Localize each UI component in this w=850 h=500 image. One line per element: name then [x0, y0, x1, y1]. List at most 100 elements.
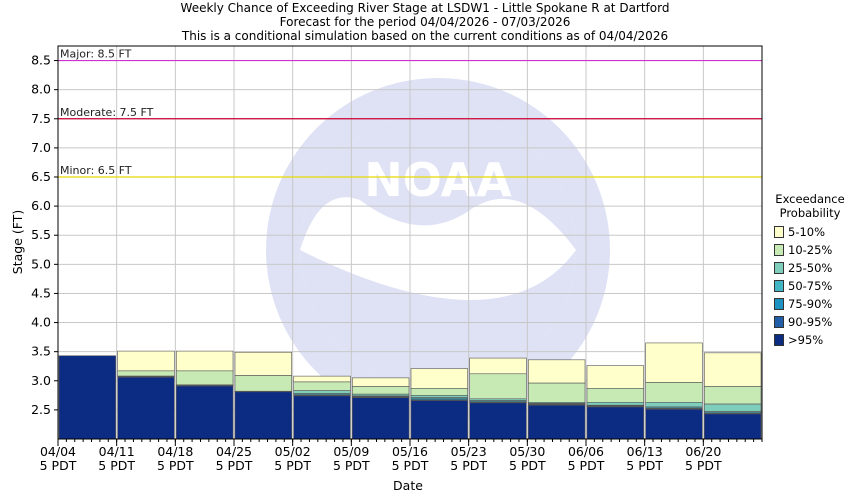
bar-segment	[469, 357, 527, 375]
y-tick-label: 8.5	[31, 53, 51, 68]
x-tick-sublabel: 5 PDT	[40, 458, 77, 473]
x-tick-sublabel: 5 PDT	[216, 458, 253, 473]
x-tick-label: 04/18	[157, 444, 193, 459]
legend: Exceedance Probability 5-10% 10-25% 25-50%…	[770, 192, 850, 349]
y-tick-label: 5.5	[31, 227, 51, 242]
bar-segment	[704, 403, 762, 412]
legend-swatch	[774, 244, 784, 256]
legend-item: >95%	[770, 331, 850, 349]
legend-title: Exceedance Probability	[775, 192, 845, 220]
bar-segment	[234, 351, 292, 376]
bar-segment	[586, 388, 644, 403]
bar-segment	[117, 350, 175, 372]
bar-segment	[176, 350, 234, 372]
legend-item: 50-75%	[770, 277, 850, 295]
bar-segment	[176, 385, 234, 440]
threshold-label: Moderate: 7.5 FT	[60, 106, 154, 119]
threshold-label: Minor: 6.5 FT	[60, 164, 132, 177]
x-tick-label: 05/16	[392, 444, 428, 459]
x-axis-label: Date	[393, 478, 423, 493]
legend-label: >95%	[788, 333, 824, 347]
legend-item: 5-10%	[770, 223, 850, 241]
y-tick-label: 5.0	[31, 256, 51, 271]
y-tick-label: 7.0	[31, 140, 51, 155]
y-tick-label: 8.0	[31, 82, 51, 97]
legend-label: 90-95%	[788, 315, 833, 329]
legend-label: 75-90%	[788, 297, 833, 311]
bar-segment	[410, 400, 468, 440]
legend-swatch	[774, 316, 784, 328]
bar-segment	[117, 376, 175, 440]
y-tick-label: 2.5	[31, 402, 51, 417]
bar-segment	[234, 375, 292, 392]
legend-swatch	[774, 280, 784, 292]
bar-segment	[528, 359, 586, 384]
bar-segment	[645, 402, 703, 408]
bar-segment	[176, 370, 234, 386]
bar-segment	[469, 373, 527, 400]
y-axis-label: Stage (FT)	[10, 210, 25, 274]
y-tick-label: 4.5	[31, 285, 51, 300]
x-tick-label: 05/30	[509, 444, 545, 459]
bar-segment	[586, 365, 644, 389]
legend-swatch	[774, 226, 784, 238]
y-tick-label: 3.5	[31, 344, 51, 359]
x-tick-sublabel: 5 PDT	[274, 458, 311, 473]
bar-segment	[117, 370, 175, 377]
bar-segment	[410, 395, 468, 398]
watermark-ring	[266, 78, 610, 422]
bar-segment	[352, 386, 410, 395]
x-tick-label: 06/13	[627, 444, 663, 459]
bar-segment	[352, 397, 410, 440]
bar-segment	[645, 342, 703, 383]
legend-label: 10-25%	[788, 243, 833, 257]
x-tick-label: 06/20	[685, 444, 721, 459]
x-tick-label: 04/04	[40, 444, 76, 459]
x-tick-sublabel: 5 PDT	[333, 458, 370, 473]
watermark-inner	[300, 112, 576, 388]
x-tick-label: 05/23	[451, 444, 487, 459]
bar-segment	[293, 381, 351, 391]
x-tick-sublabel: 5 PDT	[157, 458, 194, 473]
bar-segment	[586, 406, 644, 440]
watermark-wave	[300, 250, 576, 388]
x-tick-sublabel: 5 PDT	[509, 458, 546, 473]
x-tick-sublabel: 5 PDT	[450, 458, 487, 473]
bar-segment	[293, 390, 351, 394]
bar-segment	[352, 377, 410, 387]
chart-title: Weekly Chance of Exceeding River Stage a…	[180, 1, 670, 15]
x-tick-sublabel: 5 PDT	[98, 458, 135, 473]
bar-segment	[528, 382, 586, 403]
chart-note: This is a conditional simulation based o…	[181, 29, 669, 43]
bar-segment	[704, 386, 762, 405]
bar-segment	[528, 404, 586, 440]
legend-item: 25-50%	[770, 259, 850, 277]
bar-segment	[469, 402, 527, 440]
bar-segment	[293, 375, 351, 383]
x-tick-sublabel: 5 PDT	[685, 458, 722, 473]
bar-segment	[410, 388, 468, 396]
bar-segment	[410, 368, 468, 389]
legend-label: 25-50%	[788, 261, 833, 275]
y-tick-label: 6.0	[31, 198, 51, 213]
x-tick-label: 05/02	[275, 444, 311, 459]
y-tick-label: 6.5	[31, 169, 51, 184]
x-tick-sublabel: 5 PDT	[626, 458, 663, 473]
bar-segment	[704, 413, 762, 440]
x-tick-label: 04/11	[99, 444, 135, 459]
bar-segment	[586, 402, 644, 406]
bar-segment	[645, 382, 703, 403]
bar-segment	[704, 352, 762, 387]
bar-segment	[234, 391, 292, 440]
x-tick-label: 06/06	[568, 444, 604, 459]
x-tick-sublabel: 5 PDT	[568, 458, 605, 473]
legend-swatch	[774, 262, 784, 274]
legend-label: 5-10%	[788, 225, 826, 239]
legend-item: 10-25%	[770, 241, 850, 259]
bar-segment	[58, 355, 116, 440]
legend-item: 90-95%	[770, 313, 850, 331]
bar-segment	[293, 395, 351, 440]
watermark-logo-text: NOAA	[364, 153, 512, 207]
chart-subtitle: Forecast for the period 04/04/2026 - 07/…	[279, 15, 571, 29]
